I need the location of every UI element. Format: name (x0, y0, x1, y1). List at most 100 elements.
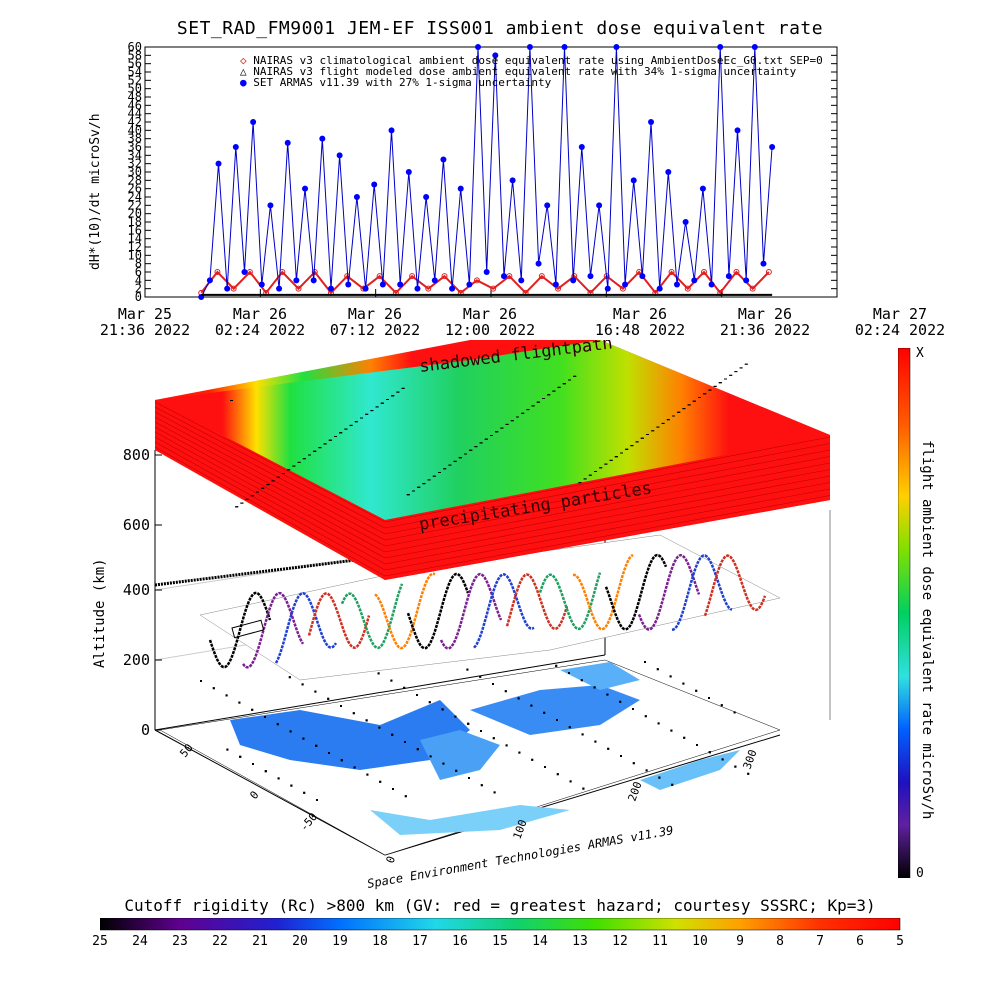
slab-speck (495, 431, 499, 433)
set-armas-point (648, 119, 655, 125)
set-armas-point (492, 52, 499, 59)
set-armas-point (725, 273, 732, 280)
set-armas-point (310, 277, 317, 284)
ground-dot (632, 762, 635, 765)
slab-speck (422, 483, 426, 485)
y-tick-label: 50 (128, 82, 142, 96)
rigidity-tick-label: 9 (736, 934, 744, 949)
set-armas-point (353, 194, 360, 200)
nairas-climatological-line (200, 270, 770, 295)
ground-dot (480, 784, 483, 787)
set-armas-point (691, 277, 698, 284)
y-tick-label: 32 (128, 157, 142, 171)
nairas-climatological-point (668, 269, 675, 275)
slab-speck (360, 417, 363, 419)
slab-speck (729, 374, 733, 376)
nairas-climatological-point (765, 269, 772, 275)
slab-speck (672, 415, 675, 417)
ground-dot (467, 722, 470, 725)
y-tick-label: 38 (128, 132, 142, 146)
slab-speck (406, 494, 410, 496)
nairas-climatological-point (295, 285, 302, 292)
set-armas-point (224, 285, 231, 292)
y-tick-label: 30 (128, 165, 142, 179)
ground-map (159, 659, 781, 856)
time-series-chart: 0246810121416182022242628303234363840424… (128, 40, 838, 304)
slab-stripe (384, 482, 831, 565)
set-armas-point (682, 219, 689, 225)
set-armas-point (362, 285, 369, 292)
slab-speck (370, 410, 374, 412)
slab-speck (516, 416, 519, 418)
y-tick-label: 60 (128, 40, 142, 54)
ground-dot (632, 708, 634, 710)
set-armas-point (596, 202, 603, 209)
ground-dot (580, 679, 583, 682)
set-armas-point (622, 281, 629, 288)
altitude-tick: 400 (123, 581, 150, 599)
ground-dot (568, 672, 570, 674)
slab-speck (620, 452, 623, 454)
slab-speck (318, 447, 322, 449)
legend-item: ◇ NAIRAS v3 climatological ambient dose … (240, 55, 823, 66)
x-tick-label: Mar 26 16:48 2022 (594, 305, 686, 339)
slab-speck (464, 453, 467, 455)
ground-dot (264, 770, 267, 773)
set-armas-point (665, 169, 672, 175)
slab-speck (380, 402, 384, 404)
legend-item: △ NAIRAS v3 flight modeled dose ambient … (240, 66, 823, 77)
ground-dot (251, 708, 254, 711)
dose-colorbar-bottom-label: 0 (916, 866, 924, 881)
slab-speck (625, 448, 629, 450)
ground-dot (607, 747, 610, 750)
legend-label: NAIRAS v3 climatological ambient dose eq… (253, 54, 823, 67)
slab-speck (354, 421, 358, 423)
orbit-track (505, 573, 569, 631)
ground-dot (290, 784, 293, 787)
ground-dot (721, 758, 724, 761)
slab-speck (453, 460, 457, 462)
slab-speck (266, 484, 270, 486)
y-tick-label: 28 (128, 173, 142, 187)
slab-speck (656, 426, 660, 428)
orbit-track (242, 591, 305, 669)
ground-dot (315, 744, 318, 747)
slab-speck (614, 456, 618, 458)
set-armas-point (250, 119, 257, 125)
slab-speck (547, 394, 551, 396)
ground-dot (442, 762, 445, 765)
slab-speck (630, 445, 634, 447)
slab-speck (323, 443, 327, 445)
nairas-climatological-point (749, 285, 756, 292)
ground-dot (327, 697, 330, 700)
ground-dot (479, 675, 482, 678)
slab-stripe (154, 406, 386, 529)
slab-speck (500, 427, 504, 429)
set-armas-point (769, 144, 776, 150)
slab-speck (443, 468, 447, 470)
ground-dot (696, 744, 698, 746)
set-armas-point (336, 152, 343, 159)
ground-dot (657, 722, 660, 725)
slab-speck (339, 432, 343, 434)
slab-speck (287, 469, 291, 471)
slab-stripe (384, 469, 831, 553)
nairas-climatological-point (441, 273, 448, 280)
y-tick-label: 10 (128, 248, 142, 262)
slab-stripe (384, 436, 831, 523)
ground-dot (404, 741, 406, 743)
ground-dot (708, 751, 711, 754)
slab-stripes (154, 401, 831, 577)
ground-dot (252, 763, 254, 765)
legend: ◇ NAIRAS v3 climatological ambient dose … (240, 55, 823, 88)
altitude-tick: 800 (123, 446, 150, 464)
y-tick-label: 4 (135, 273, 142, 287)
set-armas-point (232, 144, 239, 150)
slab-speck (583, 478, 587, 480)
slab-speck (573, 375, 577, 377)
slab-speck (448, 464, 452, 466)
ground-dot (340, 759, 343, 762)
orbit-track (703, 554, 767, 617)
set-armas-point (388, 127, 395, 134)
ground-dot (428, 701, 431, 704)
